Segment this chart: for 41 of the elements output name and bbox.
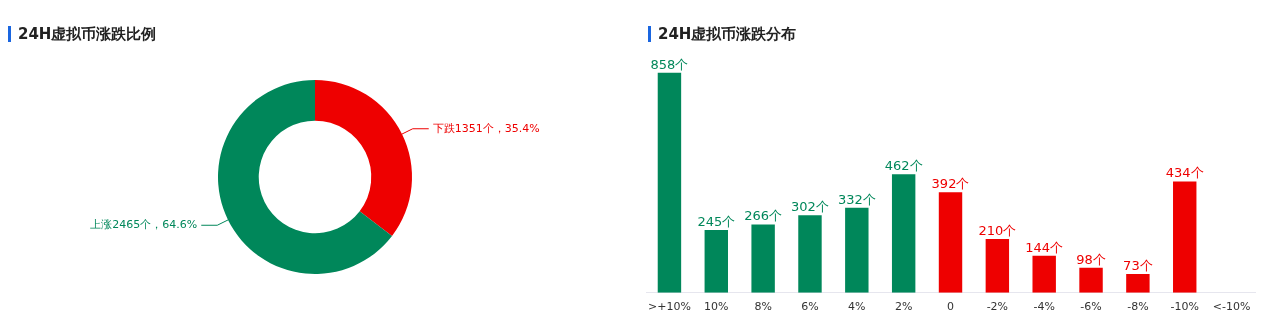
data-label: 210个	[978, 222, 1017, 238]
bar	[1032, 255, 1056, 293]
data-label: 98个	[1076, 251, 1106, 267]
data-label: 392个	[931, 176, 970, 192]
x-tick-label: 4%	[848, 300, 866, 314]
x-tick-label: 2%	[894, 300, 913, 314]
bar	[985, 238, 1010, 293]
x-tick-label: -6%	[1080, 300, 1102, 314]
chart-title: 24H虚拟币涨跌分布	[648, 25, 797, 43]
slice-label: 上涨2465个，64.6%	[90, 218, 198, 232]
chart-title: 24H虚拟币涨跌比例	[8, 25, 157, 43]
bar	[891, 174, 916, 293]
x-tick-label: 0	[947, 300, 955, 314]
x-tick-label: -4%	[1033, 300, 1055, 314]
bar	[751, 224, 775, 293]
data-label: 302个	[791, 199, 829, 215]
data-label: 245个	[697, 213, 736, 229]
bar	[704, 229, 728, 293]
data-label: 144个	[1025, 239, 1064, 255]
x-tick-label: <-10%	[1212, 300, 1251, 314]
x-tick-label: 10%	[704, 300, 729, 314]
x-tick-label: -8%	[1127, 300, 1149, 314]
x-tick-label: >+10%	[648, 300, 691, 314]
data-label: 332个	[837, 191, 876, 207]
data-label: 73个	[1123, 257, 1153, 273]
bar	[1173, 181, 1197, 293]
x-tick-label: 6%	[801, 300, 819, 314]
data-label: 266个	[744, 208, 783, 224]
bar	[657, 72, 682, 293]
bar	[1126, 274, 1150, 293]
data-label: 434个	[1165, 165, 1204, 181]
bar	[798, 215, 822, 293]
x-tick-label: -10%	[1170, 300, 1199, 314]
x-tick-label: -2%	[986, 300, 1009, 314]
x-tick-label: 8%	[754, 300, 772, 314]
data-label: 462个	[884, 158, 923, 174]
bar	[938, 192, 963, 293]
bar	[845, 207, 869, 293]
slice-label: 下跌1351个，35.4%	[432, 121, 540, 135]
data-label: 858个	[650, 56, 689, 72]
bar	[1079, 267, 1103, 293]
